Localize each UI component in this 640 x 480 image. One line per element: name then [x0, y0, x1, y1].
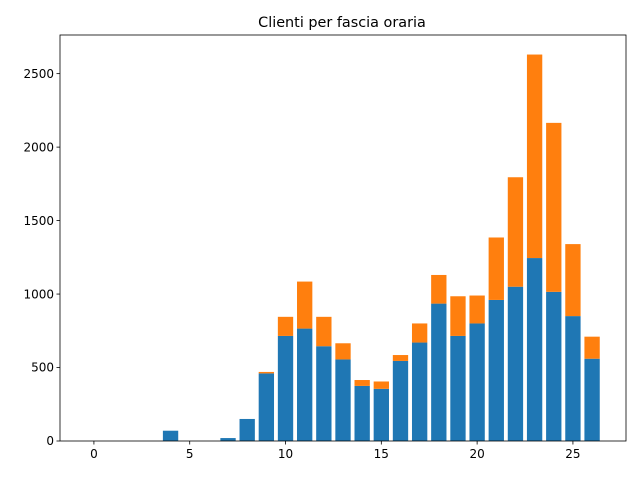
bar-series-1-x-9 [258, 373, 275, 441]
bar-series-1-x-23 [526, 258, 543, 441]
bar-series-2-x-25 [565, 244, 581, 317]
bar-series-1-x-21 [488, 299, 504, 441]
bar-series-1-x-13 [335, 359, 351, 441]
y-tick-label-0: 0 [46, 434, 54, 448]
x-tick-label-5: 5 [186, 447, 194, 461]
bar-series-1-x-12 [316, 346, 332, 441]
bar-series-1-x-11 [297, 328, 313, 441]
y-tick-label-1500: 1500 [23, 214, 54, 228]
bar-series-1-x-17 [411, 342, 428, 441]
bar-series-1-x-25 [565, 316, 581, 441]
bar-series-2-x-11 [297, 281, 313, 329]
x-tick-label-25: 25 [565, 447, 580, 461]
bar-series-2-x-21 [488, 237, 504, 300]
bar-series-2-x-15 [373, 381, 389, 389]
bar-series-2-x-23 [526, 54, 543, 259]
bar-series-2-x-16 [392, 355, 409, 361]
y-tick-label-2500: 2500 [23, 67, 54, 81]
bar-series-2-x-26 [584, 336, 600, 359]
bar-series-1-x-26 [584, 358, 600, 441]
bar-series-2-x-9 [258, 371, 275, 374]
y-tick-label-1000: 1000 [23, 287, 54, 301]
x-tick-label-20: 20 [469, 447, 484, 461]
bar-series-2-x-12 [316, 316, 332, 347]
bar-series-2-x-20 [469, 295, 485, 324]
bar-series-2-x-17 [411, 323, 428, 343]
axes-layer: 0 5 10 15 20 25 0 500 1000 1500 2000 2500 [23, 34, 627, 461]
bars-layer [162, 54, 600, 441]
x-tick-label-10: 10 [278, 447, 293, 461]
bar-series-1-x-16 [392, 360, 409, 441]
x-tick-label-0: 0 [90, 447, 98, 461]
bar-series-1-x-20 [469, 323, 485, 441]
bar-series-1-x-24 [546, 291, 562, 441]
bar-series-2-x-13 [335, 343, 351, 360]
y-tick-label-500: 500 [31, 361, 54, 375]
bar-series-1-x-19 [450, 335, 466, 441]
bar-series-2-x-19 [450, 296, 466, 336]
bar-series-2-x-24 [546, 122, 562, 292]
bar-series-1-x-22 [507, 286, 524, 441]
bar-series-2-x-18 [431, 274, 447, 304]
plot-frame [59, 34, 627, 442]
bar-series-1-x-4 [162, 430, 179, 441]
bar-series-1-x-14 [354, 385, 370, 441]
x-tick-label-15: 15 [374, 447, 389, 461]
bar-series-1-x-18 [431, 303, 447, 441]
bar-series-1-x-15 [373, 388, 389, 441]
bar-series-2-x-22 [507, 177, 524, 287]
bar-series-1-x-7 [220, 438, 236, 441]
chart-title: Clienti per fascia oraria [258, 15, 426, 31]
bar-series-2-x-14 [354, 380, 370, 386]
y-tick-label-2000: 2000 [23, 140, 54, 154]
bar-series-1-x-10 [277, 335, 294, 441]
bar-series-2-x-10 [277, 316, 294, 336]
bar-series-1-x-8 [239, 418, 255, 441]
